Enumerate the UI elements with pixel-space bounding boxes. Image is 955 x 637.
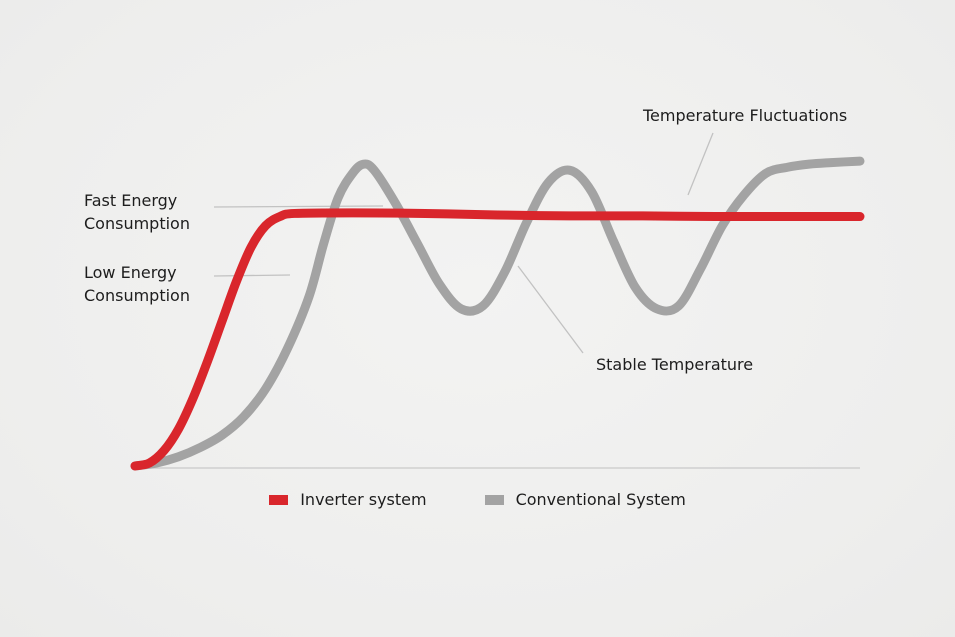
- low-energy-consumption-leader-line: [213, 274, 291, 277]
- legend-item-conventional: Conventional System: [484, 490, 686, 509]
- series-line-conventional: [130, 156, 865, 471]
- temperature-fluctuations-label: Temperature Fluctuations: [642, 106, 847, 125]
- stable-temperature-leader-line: [517, 265, 584, 354]
- fast-energy-consumption-label-line-2: Consumption: [84, 214, 190, 233]
- legend-label-conventional: Conventional System: [515, 490, 686, 509]
- chart-legend: Inverter system Conventional System: [0, 490, 955, 509]
- temperature-fluctuations-label-line-1: Temperature Fluctuations: [642, 106, 847, 125]
- stable-temperature-label: Stable Temperature: [596, 355, 753, 374]
- legend-swatch-inverter: [269, 494, 289, 505]
- fast-energy-consumption-leader-line: [213, 205, 384, 208]
- fast-energy-consumption-label-line-1: Fast Energy: [84, 191, 177, 210]
- legend-swatch-conventional: [484, 494, 504, 505]
- legend-item-inverter: Inverter system: [269, 490, 427, 509]
- low-energy-consumption-label-line-1: Low Energy: [84, 263, 177, 282]
- stable-temperature-label-line-1: Stable Temperature: [596, 355, 753, 374]
- temperature-fluctuations-leader-line: [687, 132, 714, 196]
- low-energy-consumption-label-line-2: Consumption: [84, 286, 190, 305]
- low-energy-consumption-label: Low Energy Consumption: [84, 263, 190, 305]
- series-line-inverter: [130, 208, 865, 471]
- fast-energy-consumption-label: Fast Energy Consumption: [84, 191, 190, 233]
- legend-label-inverter: Inverter system: [300, 490, 427, 509]
